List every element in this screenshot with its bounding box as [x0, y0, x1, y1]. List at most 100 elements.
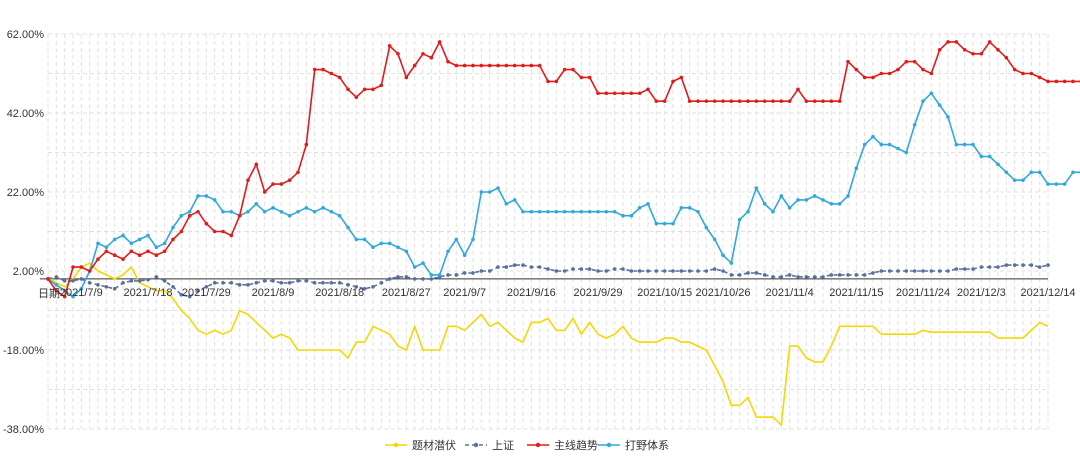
data-point: [921, 99, 925, 103]
data-point: [712, 237, 717, 242]
data-point: [496, 63, 500, 68]
data-point: [979, 154, 984, 159]
data-point: [804, 198, 809, 202]
data-point: [704, 225, 709, 230]
data-point: [471, 63, 475, 68]
data-point: [571, 267, 575, 271]
data-point: [971, 267, 975, 271]
data-point: [137, 279, 142, 283]
data-point: [771, 209, 775, 214]
data-point: [421, 51, 425, 56]
data-point: [112, 253, 117, 257]
data-point: [104, 245, 109, 250]
data-point: [954, 40, 959, 44]
data-point: [804, 99, 809, 103]
data-point: [1037, 265, 1042, 269]
data-point: [854, 67, 859, 72]
data-point: [179, 292, 184, 297]
data-point: [862, 142, 867, 147]
data-point: [329, 71, 334, 76]
data-point: [562, 67, 567, 72]
data-point: [921, 67, 925, 72]
legend-label: 题材潜伏: [412, 438, 456, 452]
data-point: [396, 51, 400, 56]
data-point: [221, 209, 225, 214]
data-point: [812, 194, 817, 198]
data-point: [846, 273, 850, 277]
data-point: [721, 253, 725, 257]
data-point: [746, 271, 750, 275]
data-point: [479, 63, 484, 68]
data-point: [462, 253, 467, 257]
data-point: [796, 275, 800, 279]
data-point: [521, 209, 525, 214]
data-point: [696, 269, 700, 273]
data-point: [646, 269, 650, 273]
data-point: [446, 273, 450, 277]
data-point: [662, 221, 667, 226]
data-point: [896, 146, 900, 151]
data-point: [954, 142, 959, 147]
data-point: [362, 286, 367, 291]
y-tick-label: 42.00%: [7, 108, 45, 120]
series-4: [46, 91, 1080, 299]
data-point: [154, 253, 159, 257]
data-point: [171, 225, 175, 230]
data-point: [687, 206, 692, 210]
horizontal-gridlines: [48, 33, 1048, 430]
data-point: [321, 281, 325, 285]
data-point: [937, 103, 942, 107]
data-point: [287, 281, 292, 285]
data-point: [187, 209, 192, 214]
legend-label: 打野体系: [625, 438, 669, 452]
x-tick-label: 2021/10/15: [637, 287, 692, 299]
data-point: [479, 269, 484, 273]
y-tick-label: -18.00%: [3, 345, 44, 357]
data-point: [529, 209, 534, 214]
data-point: [671, 79, 675, 84]
data-point: [504, 63, 509, 68]
data-point: [137, 253, 142, 257]
data-point: [504, 202, 509, 206]
data-point: [379, 281, 384, 285]
data-point: [237, 213, 242, 218]
y-tick-label: 22.00%: [7, 187, 45, 199]
data-point: [196, 194, 200, 198]
data-point: [54, 288, 59, 293]
data-point: [779, 99, 784, 103]
data-point: [629, 269, 634, 273]
legend-item: 主线趋势: [527, 438, 598, 452]
data-point: [987, 154, 992, 159]
data-point: [762, 99, 767, 103]
data-point: [687, 99, 692, 103]
legend-item: 打野体系: [598, 438, 669, 452]
data-point: [429, 55, 434, 60]
data-point: [204, 285, 209, 289]
data-point: [521, 63, 525, 68]
data-point: [554, 209, 559, 214]
data-point: [179, 213, 184, 218]
data-point: [221, 281, 225, 285]
data-point: [554, 269, 559, 273]
data-point: [737, 99, 742, 103]
data-point: [479, 190, 484, 194]
data-point: [487, 269, 492, 273]
data-point: [771, 275, 775, 279]
data-point: [87, 269, 92, 273]
data-point: [1021, 178, 1025, 182]
data-point: [379, 83, 384, 88]
data-point: [321, 67, 325, 72]
data-point: [254, 202, 259, 206]
data-point: [229, 209, 234, 214]
data-point: [779, 275, 784, 279]
legend-item: 上证: [465, 439, 514, 452]
data-point: [587, 209, 592, 214]
data-point: [871, 75, 875, 80]
series-layer: [46, 40, 1080, 426]
data-point: [762, 273, 767, 277]
data-point: [387, 241, 392, 246]
data-point: [554, 79, 559, 84]
data-point: [571, 209, 575, 214]
data-point: [787, 273, 792, 277]
